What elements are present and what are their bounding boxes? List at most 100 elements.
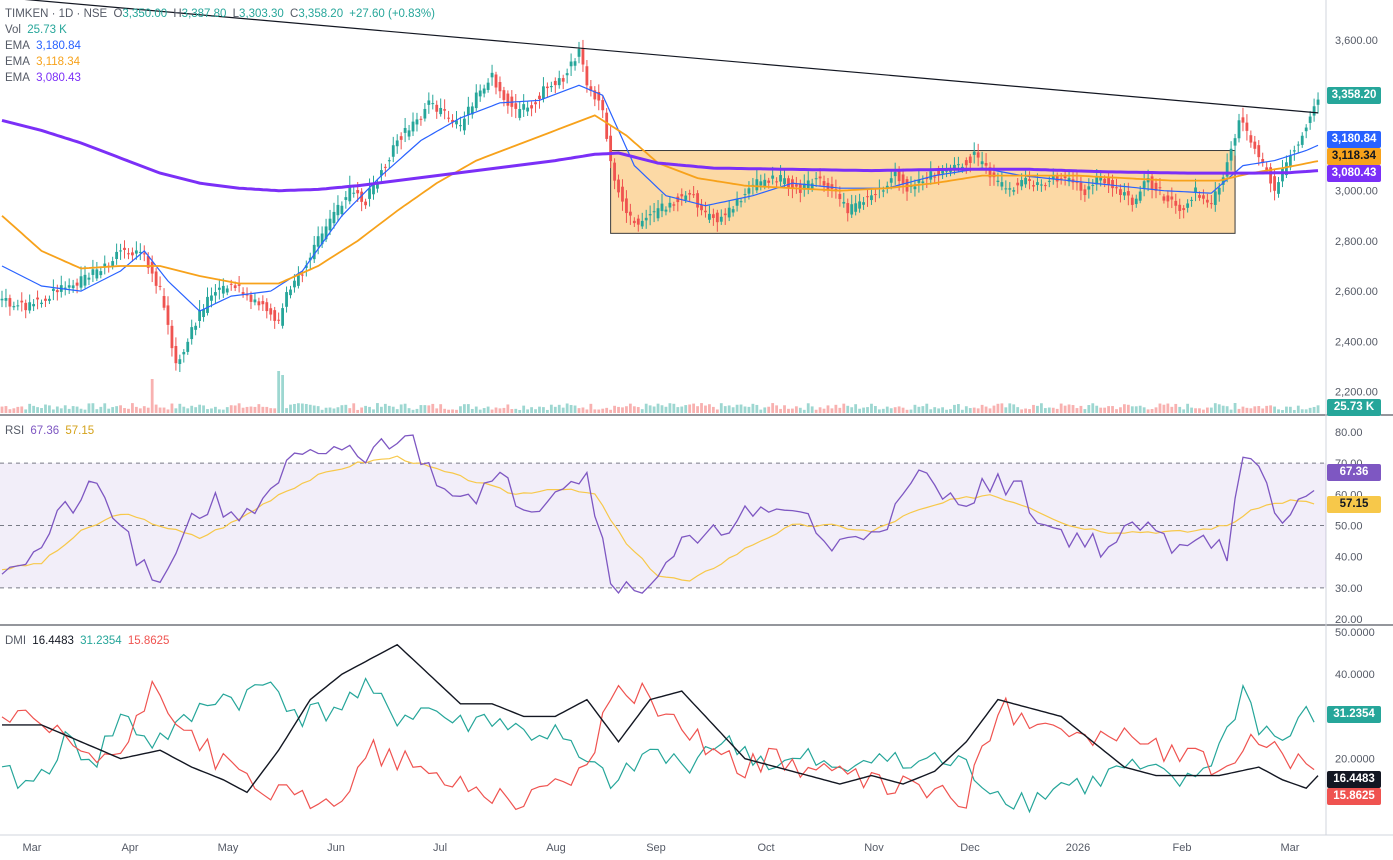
rsi-axis-tick: 80.00 [1335, 427, 1363, 439]
volume-bar [265, 406, 269, 413]
candle-body [1024, 177, 1027, 185]
volume-bar [28, 403, 32, 413]
volume-bar [1028, 409, 1031, 413]
price-axis-tick: 2,600.00 [1335, 286, 1378, 298]
candle-body [352, 192, 356, 194]
volume-bar [233, 405, 237, 413]
volume-bar [107, 408, 111, 413]
volume-bar [1178, 406, 1182, 413]
volume-bar [802, 409, 806, 413]
candle-body [569, 61, 573, 67]
candle-body [459, 125, 462, 127]
low-value: 3,303.30 [239, 8, 284, 20]
volume-bar [490, 409, 494, 413]
price-axis-tick: 2,400.00 [1335, 336, 1378, 348]
volume-bar [1304, 409, 1308, 413]
close-label: C [290, 8, 299, 20]
candle-body [407, 130, 411, 137]
candle-body [328, 218, 332, 231]
candle-body [391, 145, 395, 157]
candle-body [656, 208, 660, 219]
volume-bar [846, 405, 850, 413]
volume-bar [723, 406, 727, 413]
volume-bar [1269, 405, 1273, 413]
candle-body [419, 118, 423, 120]
candle-body [581, 48, 585, 65]
volume-bar [1174, 403, 1178, 413]
candle-body [1257, 145, 1261, 158]
candle-body [1178, 204, 1182, 211]
volume-bar [158, 407, 162, 413]
candle-body [265, 302, 269, 312]
volume-bar [1241, 406, 1245, 413]
candle-body [1249, 135, 1253, 143]
candle-body [1134, 198, 1138, 205]
volume-bar [162, 407, 166, 413]
volume-bar [138, 408, 142, 413]
candle-body [897, 171, 901, 182]
volume-bar [1265, 405, 1269, 413]
candle-body [1209, 203, 1213, 205]
volume-bar [917, 406, 921, 413]
volume-bar [660, 405, 664, 413]
volume-bar [237, 403, 241, 413]
candle-body [1174, 200, 1178, 206]
candle-body [103, 263, 107, 268]
volume-bar [1107, 406, 1110, 413]
candle-body [996, 180, 1000, 182]
price-legend: TIMKEN · 1D · NSE O3,350.00 H3,387.80 L3… [5, 6, 438, 86]
candle-body [1265, 167, 1269, 172]
volume-bar [605, 407, 609, 413]
ema-line-3 [1, 118, 1319, 193]
volume-bar [1055, 408, 1059, 413]
volume-bar [261, 406, 265, 413]
candle-body [1312, 106, 1316, 116]
price-axis-tick: 2,800.00 [1335, 236, 1378, 248]
volume-bar [664, 406, 668, 413]
volume-bar [186, 408, 190, 413]
volume-bar [617, 406, 620, 413]
candle-body [577, 49, 581, 57]
candle-body [933, 176, 937, 178]
volume-bar [960, 409, 964, 413]
volume-bar [1032, 404, 1035, 413]
volume-bar [751, 403, 755, 413]
candle-body [787, 178, 790, 188]
candle-body [1036, 182, 1039, 186]
candle-body [822, 181, 826, 186]
volume-bar [708, 404, 711, 413]
volume-bar [115, 406, 119, 413]
candle-body [336, 204, 340, 216]
volume-bar [992, 405, 996, 413]
volume-bar [557, 404, 561, 413]
volume-bar [462, 404, 466, 413]
volume-bar [949, 409, 952, 413]
volume-bar [866, 407, 869, 413]
candle-body [1213, 191, 1217, 205]
candle-body [625, 198, 628, 214]
candle-body [1004, 188, 1008, 190]
high-label: H [173, 8, 182, 20]
volume-bar [1016, 407, 1020, 413]
candle-body [597, 91, 601, 101]
candle-body [225, 288, 229, 293]
volume-bar [648, 405, 652, 413]
candle-body [1182, 208, 1186, 211]
time-axis-tick: Mar [1281, 842, 1300, 854]
volume-bar [522, 405, 526, 413]
candle-body [862, 202, 865, 205]
dmi-label: DMI [5, 635, 27, 647]
volume-bar [51, 409, 55, 413]
minus-di-line [1, 679, 1315, 811]
candle-body [549, 86, 553, 88]
volume-bar [538, 406, 541, 413]
volume-bar [609, 409, 613, 413]
candle-body [783, 178, 786, 185]
volume-bar [447, 409, 450, 413]
dmi-axis-tick: 20.0000 [1335, 754, 1375, 766]
volume-bar [1067, 404, 1071, 413]
volume-bar [1130, 406, 1134, 413]
candle-body [403, 127, 407, 133]
candle-body [154, 271, 158, 286]
